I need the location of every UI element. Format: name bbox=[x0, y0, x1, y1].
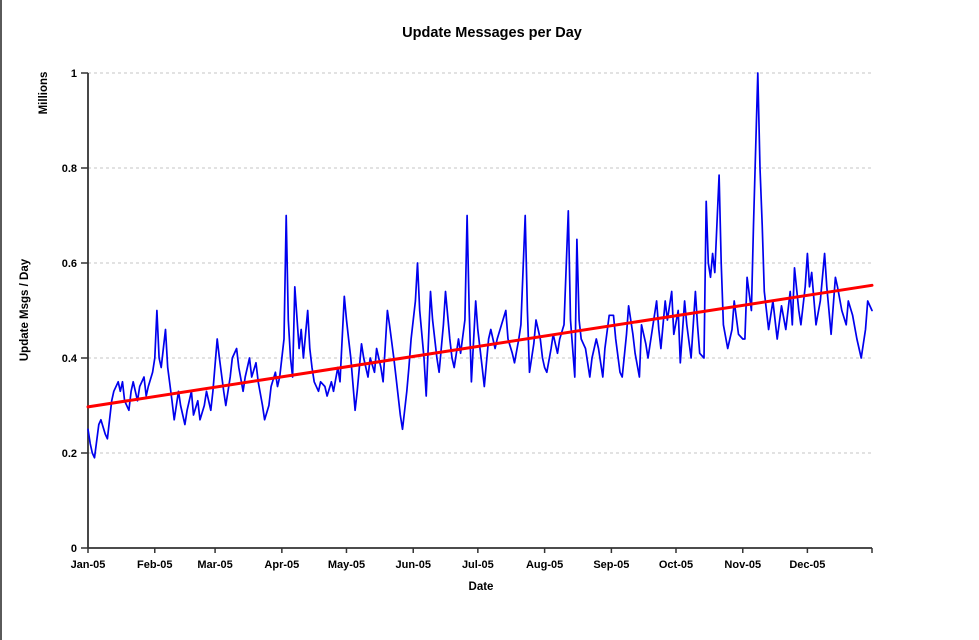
y-tick-label: 0.8 bbox=[62, 163, 77, 175]
y-tick-label: 0 bbox=[71, 543, 77, 555]
gridlines-group bbox=[88, 72, 872, 454]
x-tick-label: Jun-05 bbox=[395, 559, 430, 571]
window-left-edge bbox=[0, 0, 2, 640]
x-axis-title: Date bbox=[469, 581, 494, 593]
y-axis-units-label: Millions bbox=[38, 72, 50, 115]
y-axis-title: Update Msgs / Day bbox=[19, 258, 31, 361]
x-tick-label: May-05 bbox=[328, 559, 365, 571]
series-group bbox=[86, 72, 874, 459]
y-tick-label: 1 bbox=[71, 68, 77, 80]
x-tick-label: Apr-05 bbox=[264, 559, 299, 571]
y-tick-label: 0.6 bbox=[62, 258, 77, 270]
x-tick-label: Feb-05 bbox=[137, 559, 172, 571]
y-tick-label: 0.4 bbox=[62, 353, 78, 365]
y-axis-group: 0 0.2 0.4 0.6 0.8 1 bbox=[62, 68, 89, 555]
x-tick-label: Jul-05 bbox=[462, 559, 494, 571]
series-line-linear-trend bbox=[86, 283, 874, 409]
x-tick-label: Sep-05 bbox=[593, 559, 629, 571]
series-line-update-messages-per-day bbox=[87, 72, 873, 459]
chart-title: Update Messages per Day bbox=[402, 25, 582, 41]
x-tick-label: Dec-05 bbox=[789, 559, 825, 571]
x-tick-label: Oct-05 bbox=[659, 559, 693, 571]
x-tick-label: Jan-05 bbox=[71, 559, 106, 571]
x-tick-label: Nov-05 bbox=[724, 559, 761, 571]
y-tick-label: 0.2 bbox=[62, 448, 77, 460]
x-tick-label: Aug-05 bbox=[526, 559, 563, 571]
x-tick-label: Mar-05 bbox=[197, 559, 232, 571]
x-axis-group: Jan-05 Feb-05 Mar-05 Apr-05 May-05 Jun-05 Jul-… bbox=[71, 547, 873, 571]
